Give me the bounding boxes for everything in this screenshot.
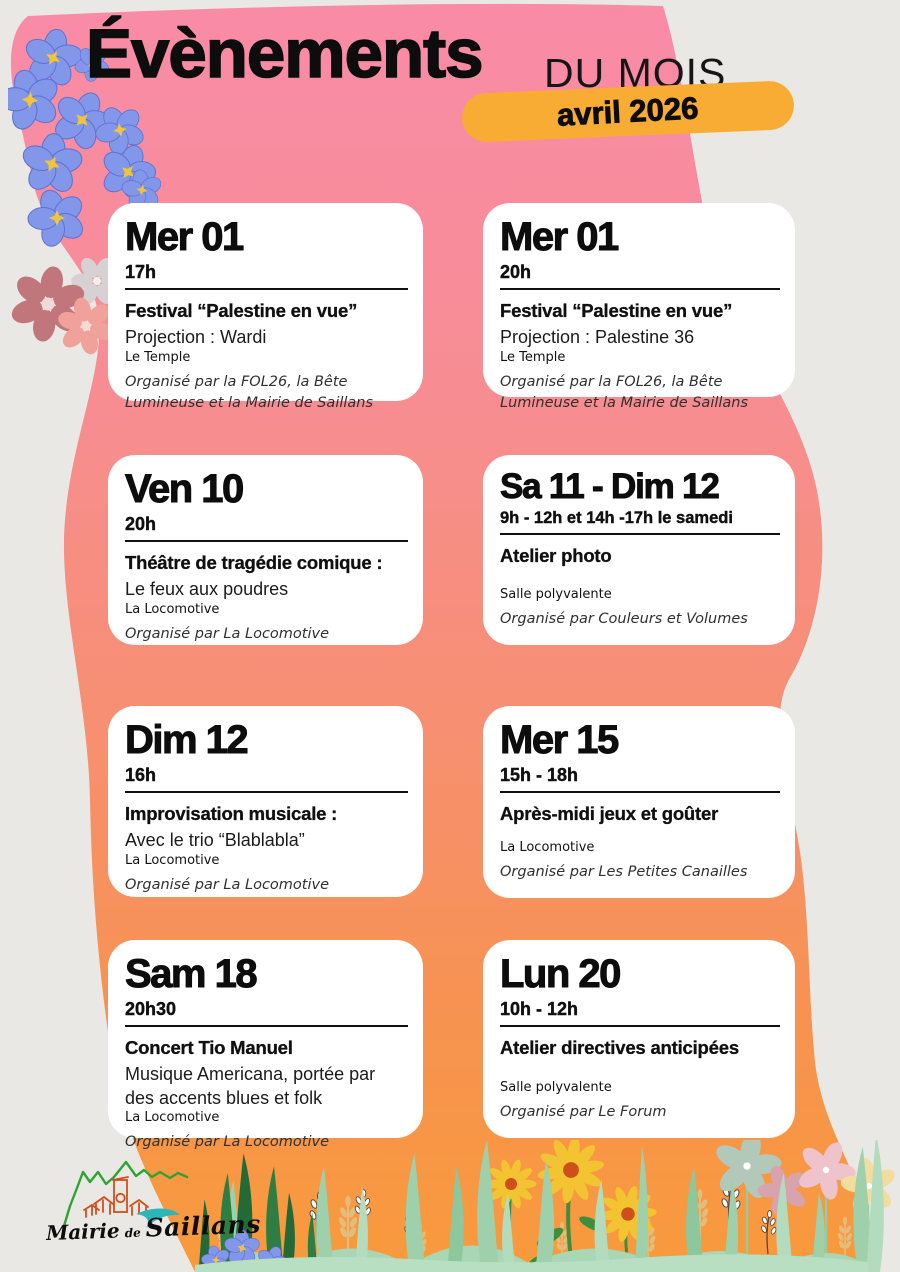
event-time: 17h (125, 262, 157, 283)
logo-word-mairie: Mairie (45, 1218, 121, 1245)
event-card: Sa 11 - Dim 12 9h - 12h et 14h -17h le s… (483, 455, 795, 645)
event-title: Atelier directives anticipées (500, 1037, 739, 1059)
event-organizer: Organisé par la FOL26, la Bête Lumineuse… (125, 373, 374, 412)
event-subtitle: Avec le trio “Blablabla” (125, 830, 305, 851)
event-title: Festival “Palestine en vue” (125, 300, 358, 322)
event-venue: Le Temple (125, 349, 191, 365)
petal-flower-icon (51, 291, 121, 361)
event-time: 16h (125, 765, 157, 786)
village-drawing (83, 1176, 149, 1218)
forget-me-not-icon (17, 179, 97, 258)
grass-band (195, 1254, 868, 1272)
event-title: Atelier photo (500, 544, 612, 566)
divider (500, 1025, 780, 1028)
logo-word-de: de (124, 1225, 141, 1241)
divider (125, 540, 408, 543)
event-subtitle: Musique Americana, portée par des accent… (125, 1064, 376, 1108)
event-organizer: Organisé par Couleurs et Volumes (500, 611, 748, 628)
event-time: 9h - 12h et 14h -17h le samedi (500, 508, 733, 527)
petal-flower-icon (8, 259, 93, 349)
meadow-illustration (195, 1140, 900, 1272)
mountain-ridge (62, 1160, 189, 1228)
event-title: Après-midi jeux et goûter (500, 803, 719, 825)
event-day: Sam 18 (125, 952, 259, 996)
divider (125, 288, 408, 291)
divider (125, 791, 408, 794)
event-venue: La Locomotive (125, 1110, 220, 1126)
event-title: Improvisation musicale : (125, 803, 338, 825)
event-card: Dim 12 16h Improvisation musicale : Avec… (108, 706, 423, 897)
river-swoosh (136, 1208, 180, 1228)
event-organizer: Organisé par la FOL26, la Bête Lumineuse… (500, 373, 749, 412)
event-card: Lun 20 10h - 12h Atelier directives anti… (483, 940, 795, 1138)
event-subtitle: Projection : Wardi (125, 327, 267, 348)
event-day: Mer 01 (125, 215, 245, 259)
event-card: Mer 15 15h - 18h Après-midi jeux et goût… (483, 706, 795, 898)
divider (500, 288, 780, 291)
event-venue: La Locomotive (125, 601, 220, 617)
event-title: Théâtre de tragédie comique : (125, 552, 383, 574)
event-day: Lun 20 (500, 952, 622, 996)
event-card: Mer 01 20h Festival “Palestine en vue” P… (483, 203, 795, 411)
poster-title: Évènements (85, 14, 484, 93)
event-card: Sam 18 20h30 Concert Tio Manuel Musique … (108, 940, 423, 1150)
logo-word-saillans: Saillans (145, 1209, 262, 1243)
event-subtitle: Projection : Palestine 36 (500, 327, 695, 348)
event-organizer: Organisé par La Locomotive (125, 1134, 330, 1151)
month-badge-label: avril 2026 (556, 89, 700, 133)
event-venue: Salle polyvalente (500, 587, 612, 603)
saillans-logo (62, 1160, 189, 1228)
divider (500, 532, 780, 535)
event-organizer: Organisé par Les Petites Canailles (500, 864, 748, 881)
petal-flower-icon (61, 256, 128, 317)
event-card: Ven 10 20h Théâtre de tragédie comique :… (108, 455, 423, 645)
event-time: 15h - 18h (500, 765, 579, 786)
event-organizer: Organisé par Le Forum (500, 1104, 667, 1121)
event-venue: La Locomotive (500, 840, 595, 856)
event-day: Sa 11 - Dim 12 (500, 467, 721, 506)
event-time: 20h (125, 514, 157, 535)
event-venue: Salle polyvalente (500, 1080, 612, 1096)
logo-text: Mairie de Saillans (45, 1209, 262, 1246)
divider (500, 791, 780, 794)
event-time: 20h (500, 262, 532, 283)
event-organizer: Organisé par La Locomotive (125, 876, 330, 893)
event-title: Festival “Palestine en vue” (500, 300, 733, 322)
petal-flower-group (8, 256, 128, 361)
event-day: Ven 10 (125, 467, 245, 511)
divider (125, 1025, 408, 1028)
event-day: Mer 15 (500, 718, 620, 762)
event-card: Mer 01 17h Festival “Palestine en vue” P… (108, 203, 423, 411)
event-organizer: Organisé par La Locomotive (125, 625, 330, 642)
event-time: 20h30 (125, 999, 177, 1020)
event-day: Mer 01 (500, 215, 620, 259)
event-venue: La Locomotive (125, 852, 220, 868)
event-venue: Le Temple (500, 349, 566, 365)
event-subtitle: Le feux aux poudres (125, 579, 289, 600)
event-day: Dim 12 (125, 718, 250, 762)
event-title: Concert Tio Manuel (125, 1037, 293, 1059)
event-time: 10h - 12h (500, 999, 579, 1020)
